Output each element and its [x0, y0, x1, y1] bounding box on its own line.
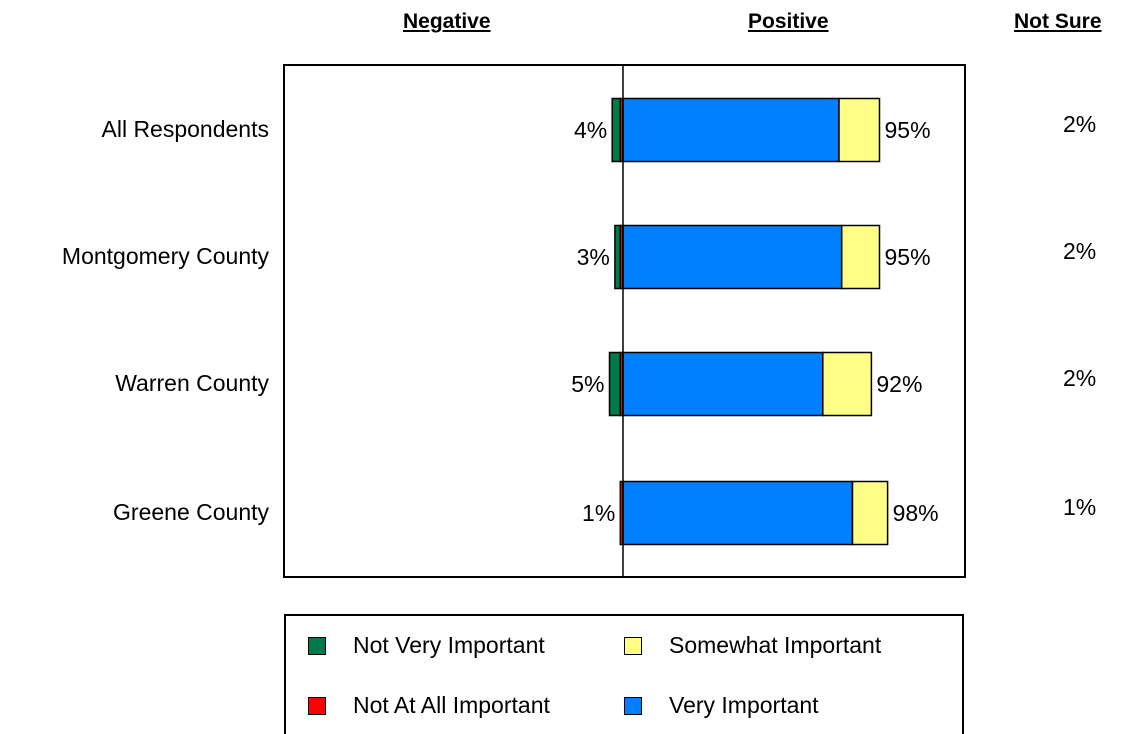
plot-frame — [283, 64, 966, 578]
bar-somewhat-important — [838, 97, 881, 163]
header-positive: Positive — [748, 10, 829, 33]
legend-item-very-important: Very Important — [624, 692, 819, 719]
category-label: Montgomery County — [61, 243, 269, 269]
legend-item-somewhat-important: Somewhat Important — [624, 632, 881, 659]
not-sure-value: 1% — [1063, 494, 1097, 520]
bar-very-important — [622, 480, 854, 546]
negative-total-label: 4% — [574, 117, 607, 143]
legend-item-not-at-all-important: Not At All Important — [308, 692, 550, 719]
legend-swatch-very-important — [624, 696, 642, 715]
negative-total-label: 3% — [577, 244, 610, 270]
category-label: Greene County — [113, 499, 269, 525]
positive-total-label-bg — [883, 242, 950, 272]
header-not-sure: Not Sure — [1014, 10, 1102, 33]
bar-very-important — [622, 224, 843, 290]
positive-total-label-bg — [891, 498, 958, 528]
positive-total-label: 92% — [876, 371, 922, 397]
negative-total-label: 5% — [571, 371, 604, 397]
header-negative: Negative — [403, 10, 491, 33]
negative-total-label: 1% — [582, 500, 615, 526]
category-label: Warren County — [115, 370, 269, 396]
not-sure-value: 2% — [1063, 238, 1097, 264]
bar-not-very-important — [614, 224, 622, 290]
category-label: All Respondents — [101, 116, 270, 142]
not-sure-value: 2% — [1063, 365, 1097, 391]
legend-swatch-not-very-important — [308, 636, 326, 655]
legend-swatch-not-at-all-important — [308, 696, 326, 715]
bar-very-important — [622, 351, 824, 417]
positive-total-label: 98% — [893, 500, 939, 526]
legend-label-not-at-all-important: Not At All Important — [353, 692, 550, 718]
bar-somewhat-important — [822, 351, 873, 417]
bar-somewhat-important — [851, 480, 889, 546]
not-sure-value: 2% — [1063, 111, 1097, 137]
bar-not-very-important — [608, 351, 622, 417]
positive-total-label: 95% — [885, 244, 931, 270]
bar-very-important — [622, 97, 840, 163]
positive-total-label-bg — [883, 115, 950, 145]
bar-somewhat-important — [840, 224, 881, 290]
legend-label-not-very-important: Not Very Important — [353, 632, 545, 658]
legend-swatch-somewhat-important — [624, 636, 642, 655]
bar-not-very-important — [611, 97, 622, 163]
legend-label-somewhat-important: Somewhat Important — [669, 632, 882, 658]
positive-total-label-bg — [875, 369, 942, 399]
legend-label-very-important: Very Important — [669, 692, 819, 718]
positive-total-label: 95% — [885, 117, 931, 143]
legend-item-not-very-important: Not Very Important — [308, 632, 545, 659]
legend: Not Very Important Somewhat Important No… — [284, 614, 964, 734]
